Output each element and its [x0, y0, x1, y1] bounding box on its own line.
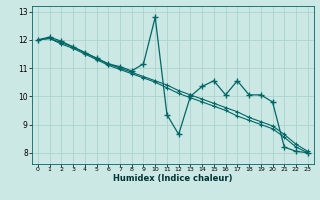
X-axis label: Humidex (Indice chaleur): Humidex (Indice chaleur)	[113, 174, 233, 183]
